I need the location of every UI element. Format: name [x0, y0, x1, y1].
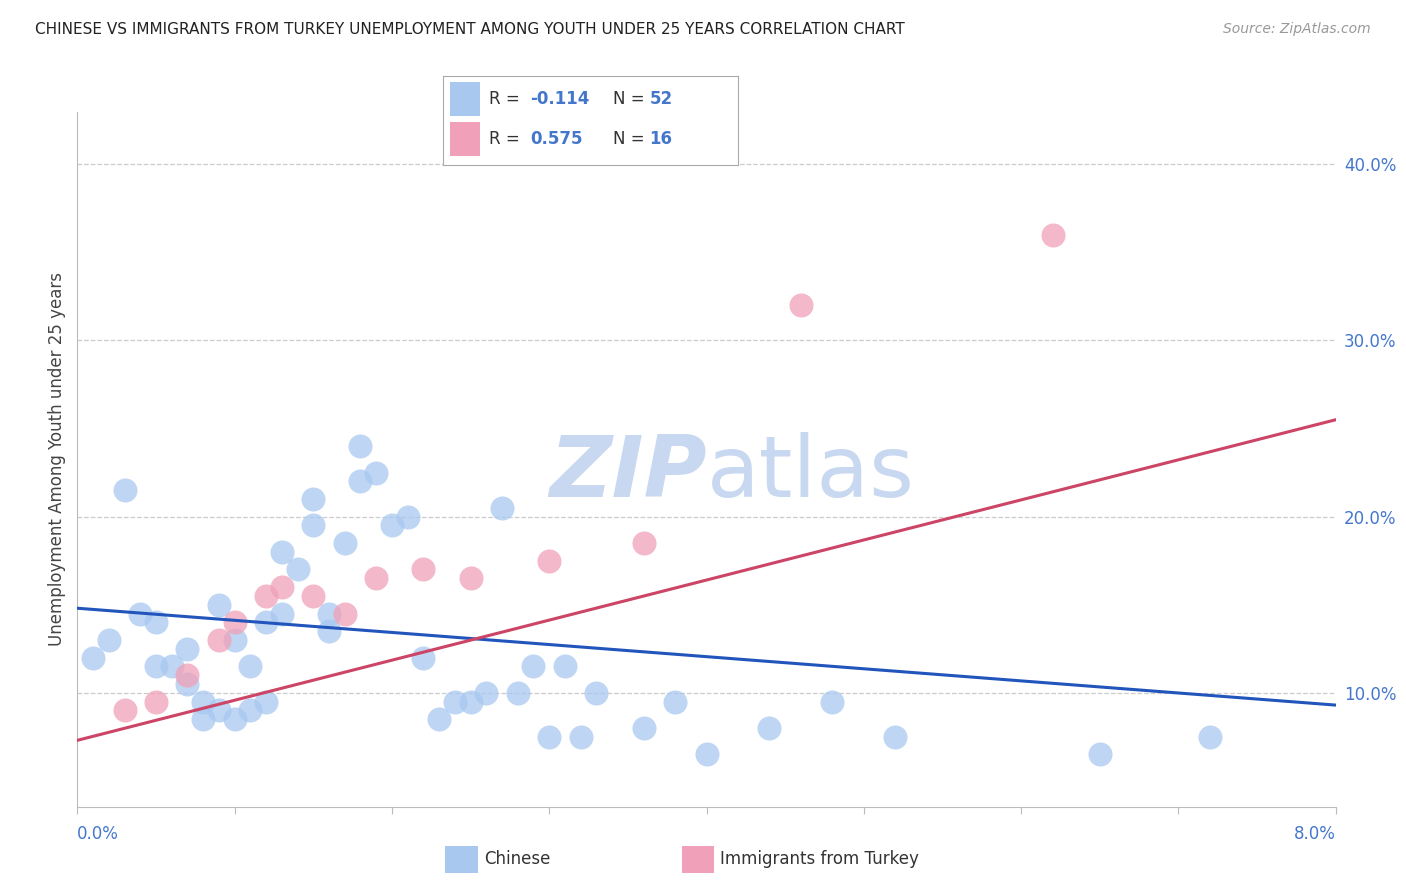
Point	[884, 730, 907, 744]
Point	[318, 624, 340, 639]
Point	[1042, 227, 1064, 242]
Point	[176, 641, 198, 656]
Point	[1088, 747, 1111, 762]
Point	[208, 703, 231, 717]
Text: Immigrants from Turkey: Immigrants from Turkey	[720, 849, 920, 868]
Point	[224, 615, 246, 630]
Point	[349, 439, 371, 453]
Point	[318, 607, 340, 621]
Point	[366, 571, 388, 585]
Point	[460, 571, 482, 585]
Point	[790, 298, 813, 312]
Point	[633, 536, 655, 550]
Bar	[450, 82, 479, 116]
Point	[475, 686, 498, 700]
Point	[758, 721, 780, 735]
Point	[460, 695, 482, 709]
Point	[302, 491, 325, 506]
Point	[1198, 730, 1220, 744]
Text: ZIP: ZIP	[548, 432, 707, 515]
Point	[239, 703, 262, 717]
Point	[349, 475, 371, 489]
Point	[585, 686, 607, 700]
Point	[191, 712, 215, 726]
Text: atlas: atlas	[707, 432, 914, 515]
Point	[333, 607, 356, 621]
Point	[270, 580, 292, 594]
Point	[538, 554, 561, 568]
Point	[145, 695, 167, 709]
Text: 0.575: 0.575	[530, 129, 582, 148]
Point	[145, 659, 167, 673]
Point	[664, 695, 686, 709]
Point	[412, 650, 434, 665]
Text: R =: R =	[489, 89, 524, 108]
Point	[254, 695, 277, 709]
Text: 52: 52	[650, 89, 672, 108]
Point	[254, 589, 277, 603]
Point	[176, 677, 198, 691]
Point	[396, 509, 419, 524]
Text: N =: N =	[613, 129, 650, 148]
Point	[208, 598, 231, 612]
Point	[97, 632, 120, 647]
Point	[82, 650, 104, 665]
Text: Source: ZipAtlas.com: Source: ZipAtlas.com	[1223, 22, 1371, 37]
Point	[191, 695, 215, 709]
Point	[538, 730, 561, 744]
Point	[145, 615, 167, 630]
Point	[114, 483, 136, 498]
Point	[427, 712, 450, 726]
Point	[270, 607, 292, 621]
Text: Chinese: Chinese	[484, 849, 550, 868]
Point	[633, 721, 655, 735]
Y-axis label: Unemployment Among Youth under 25 years: Unemployment Among Youth under 25 years	[48, 272, 66, 647]
Point	[412, 562, 434, 576]
Point	[333, 536, 356, 550]
Text: R =: R =	[489, 129, 524, 148]
Point	[224, 632, 246, 647]
Text: N =: N =	[613, 89, 650, 108]
Point	[302, 518, 325, 533]
Point	[366, 466, 388, 480]
Text: -0.114: -0.114	[530, 89, 589, 108]
Point	[491, 500, 513, 515]
Bar	[450, 122, 479, 156]
Bar	[446, 847, 478, 873]
Point	[270, 545, 292, 559]
Point	[821, 695, 844, 709]
Point	[208, 632, 231, 647]
Point	[696, 747, 718, 762]
Point	[554, 659, 576, 673]
Point	[381, 518, 404, 533]
Point	[444, 695, 467, 709]
Point	[254, 615, 277, 630]
Point	[239, 659, 262, 673]
Point	[287, 562, 309, 576]
Point	[114, 703, 136, 717]
Point	[522, 659, 544, 673]
Point	[224, 712, 246, 726]
Text: 16: 16	[650, 129, 672, 148]
Point	[302, 589, 325, 603]
Text: 8.0%: 8.0%	[1294, 825, 1336, 843]
Point	[129, 607, 152, 621]
Text: CHINESE VS IMMIGRANTS FROM TURKEY UNEMPLOYMENT AMONG YOUTH UNDER 25 YEARS CORREL: CHINESE VS IMMIGRANTS FROM TURKEY UNEMPL…	[35, 22, 905, 37]
Text: 0.0%: 0.0%	[77, 825, 120, 843]
Point	[176, 668, 198, 682]
Bar	[682, 847, 714, 873]
Point	[569, 730, 592, 744]
Point	[160, 659, 183, 673]
Point	[506, 686, 529, 700]
